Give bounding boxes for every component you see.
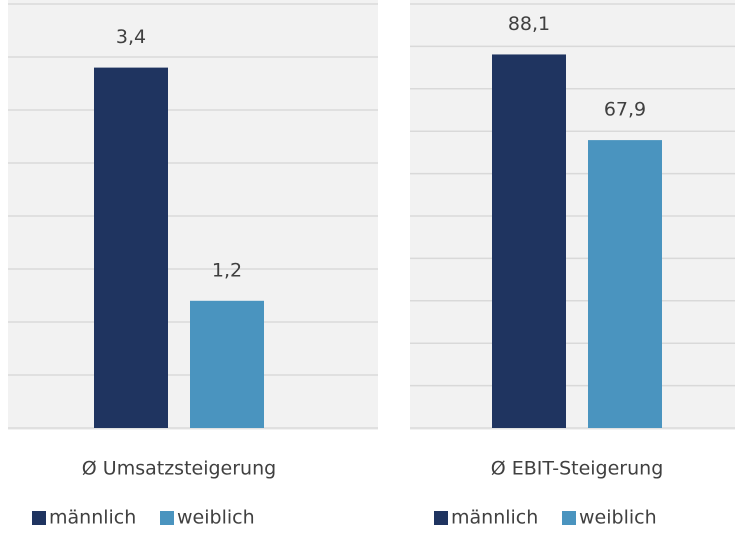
bar [190, 300, 264, 428]
bar [588, 140, 662, 428]
category-label: Ø EBIT-Steigerung [491, 458, 664, 480]
legend-label: männlich [451, 507, 538, 529]
bar [492, 54, 566, 429]
data-label: 88,1 [508, 13, 550, 35]
legend-swatch [434, 511, 448, 525]
legend-label: weiblich [579, 507, 657, 529]
plot-background [410, 0, 735, 430]
data-label: 1,2 [212, 259, 242, 281]
legend-swatch [562, 511, 576, 525]
data-label: 3,4 [116, 26, 146, 48]
data-label: 67,9 [604, 99, 646, 121]
legend-label: weiblich [177, 507, 255, 529]
bar [94, 67, 168, 428]
category-label: Ø Umsatzsteigerung [82, 458, 276, 480]
legend-swatch [160, 511, 174, 525]
legend-swatch [32, 511, 46, 525]
legend-label: männlich [49, 507, 136, 529]
